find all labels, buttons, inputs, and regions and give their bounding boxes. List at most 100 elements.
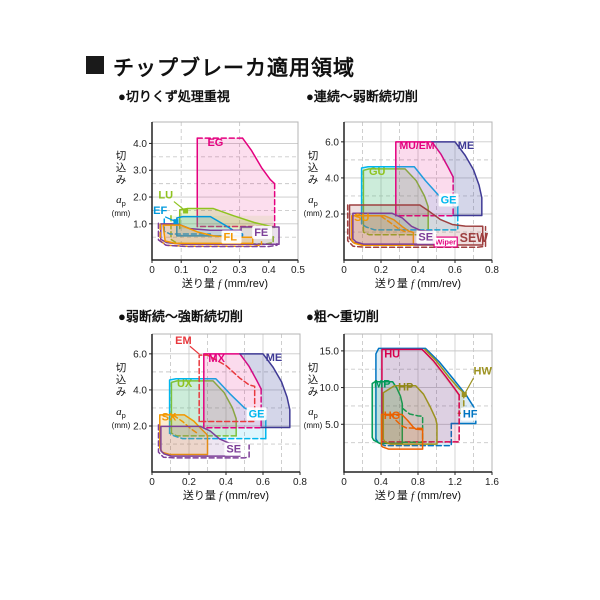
x-axis-title: 送り量 f (mm/rev)	[182, 276, 268, 290]
label-chip	[246, 407, 267, 421]
panel-subtitle-continuous: ●連続〜弱断続切削	[306, 89, 418, 104]
x-tick-label: 0	[341, 477, 347, 488]
region-outline-sew-ext	[346, 204, 487, 249]
region-lu	[179, 208, 275, 229]
y-tick-label: 10.0	[320, 383, 340, 394]
region-label-se: SE	[226, 444, 241, 456]
x-tick-label: 1.6	[485, 477, 499, 488]
region-label-ux: UX	[177, 378, 193, 390]
region-outline-fe-ext	[157, 222, 278, 248]
region-se	[160, 426, 240, 457]
y-axis-title: 切込み ap(mm)	[112, 150, 131, 218]
region-outline-ux	[170, 380, 237, 437]
region-label-hu: HU	[384, 348, 400, 360]
x-tick-label: 0	[149, 265, 155, 276]
x-tick-label: 0.6	[448, 265, 462, 276]
svg-text:込: 込	[116, 374, 127, 386]
panel-heavy: HU HW MP HP HG HF 0 0.4 0.8 1.2 1.6 5.0 10.0 15.0 送り量 …	[304, 333, 499, 502]
y-tick-label: 4.0	[325, 173, 339, 184]
svg-text:(mm): (mm)	[112, 421, 131, 430]
y-tick-label: 2.0	[133, 193, 147, 204]
region-label-ge: GE	[441, 195, 457, 207]
region-label-fl: FL	[224, 231, 238, 243]
plot-border-light	[152, 333, 301, 472]
region-sew	[349, 204, 483, 246]
region-outline-ef-ext	[163, 218, 212, 235]
region-outline-su	[380, 215, 406, 233]
region-outline-sx	[172, 414, 199, 434]
region-outline-me	[239, 353, 291, 429]
region-outline-fl	[162, 224, 254, 245]
region-hp	[383, 385, 437, 445]
region-outline-hg	[389, 413, 424, 430]
region-label-lu: LU	[158, 189, 173, 201]
label-leader-dot	[183, 208, 189, 214]
x-tick-label: 0.8	[411, 477, 425, 488]
region-sx	[159, 414, 208, 455]
x-tick-label: 0.4	[374, 477, 388, 488]
label-chip	[221, 230, 242, 244]
region-label-em: EM	[175, 335, 192, 347]
region-hf	[375, 348, 476, 446]
region-mp	[372, 381, 403, 444]
y-tick-label: 6.0	[133, 349, 147, 360]
region-label-gu: GU	[369, 166, 386, 178]
region-label-sx: SX	[162, 412, 177, 424]
svg-text:切: 切	[116, 362, 127, 374]
y-tick-label: 6.0	[325, 137, 339, 148]
region-label-hg: HG	[384, 410, 401, 422]
plot-border-light	[344, 121, 493, 260]
panel-chip-control: EG LU EF FL FE 0 0.1 0.2 0.3 0.4 0.5 1.0 2.0 3.0 4.0 送り…	[112, 121, 305, 290]
x-tick-label: 0.2	[374, 265, 388, 276]
label-leader-line	[463, 377, 475, 395]
svg-text:切: 切	[116, 150, 127, 162]
region-label-sew: SEW	[460, 231, 489, 245]
svg-text:込: 込	[116, 162, 127, 174]
x-tick-label: 0.3	[233, 265, 247, 276]
region-outline-gu	[362, 168, 429, 236]
svg-text:込: 込	[308, 374, 319, 386]
region-label-me: ME	[458, 140, 475, 152]
panel-subtitle-heavy: ●粗〜重切削	[306, 309, 379, 324]
region-se	[352, 213, 433, 245]
region-outline-hu	[381, 348, 460, 443]
x-tick-label: 0.4	[219, 477, 233, 488]
svg-text:ap: ap	[308, 194, 318, 208]
region-label-su: SU	[354, 212, 369, 224]
y-tick-label: 4.0	[133, 385, 147, 396]
region-outline-mu-em	[395, 141, 454, 217]
region-label-mp: MP	[374, 379, 391, 391]
svg-text:ap: ap	[116, 406, 126, 420]
region-outline-me	[431, 141, 483, 217]
region-eg	[197, 138, 275, 227]
svg-text:み: み	[116, 386, 127, 398]
region-outline-gu	[362, 231, 429, 236]
label-chip	[416, 230, 437, 244]
panel-interrupted: EM MX ME UX GE SX SE 0 0.2 0.4 0.6 0.8 2.0 4.0 6.0 送り量 …	[112, 333, 307, 502]
label-chip	[460, 407, 481, 421]
region-label-hf: HF	[463, 409, 478, 421]
svg-text:ap: ap	[116, 194, 126, 208]
page-title: チップブレーカ適用領域	[113, 57, 355, 80]
plot-border-light	[344, 333, 493, 472]
region-outline-hw	[424, 348, 465, 394]
region-label-me: ME	[266, 352, 283, 364]
region-label-se: SE	[418, 232, 433, 244]
region-label-mu-em: MU/EM	[400, 140, 435, 152]
x-tick-label: 0.6	[256, 477, 270, 488]
label-leader-dot	[461, 392, 467, 398]
svg-text:込: 込	[308, 162, 319, 174]
region-outline-mx	[203, 388, 262, 429]
y-tick-label: 3.0	[133, 166, 147, 177]
region-label-hw: HW	[474, 365, 493, 377]
region-outline-mx	[203, 353, 262, 429]
svg-text:切: 切	[308, 150, 319, 162]
y-tick-label: 4.0	[133, 139, 147, 150]
region-outline-lu	[178, 207, 276, 230]
svg-text:み: み	[116, 174, 127, 186]
region-label-ge: GE	[249, 408, 265, 420]
label-chip	[252, 225, 273, 239]
plot-border-light	[152, 121, 299, 260]
